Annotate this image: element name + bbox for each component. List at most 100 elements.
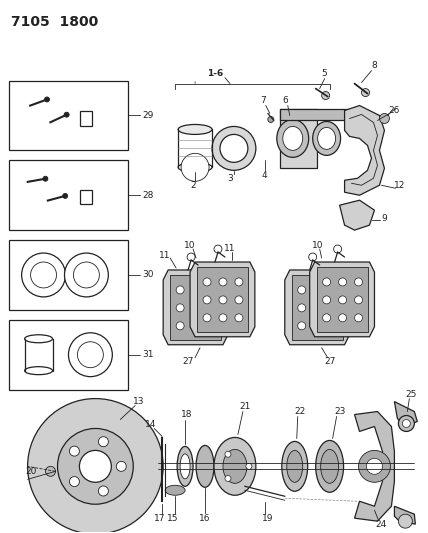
Text: 2: 2 [190, 181, 196, 190]
Bar [9, 80, 128, 150]
Circle shape [323, 296, 330, 304]
Circle shape [246, 463, 252, 470]
Circle shape [235, 314, 243, 322]
Polygon shape [395, 401, 417, 426]
Circle shape [62, 193, 68, 198]
Text: 3: 3 [227, 174, 233, 183]
Circle shape [74, 262, 99, 288]
Text: 11: 11 [159, 251, 171, 260]
Text: 14: 14 [145, 420, 156, 429]
Circle shape [220, 134, 248, 163]
Circle shape [339, 314, 347, 322]
Ellipse shape [178, 163, 212, 172]
Polygon shape [310, 262, 374, 337]
Circle shape [203, 296, 211, 304]
Text: 20: 20 [25, 467, 36, 476]
Circle shape [22, 253, 65, 297]
Bar [80, 110, 92, 126]
Circle shape [323, 278, 330, 286]
Ellipse shape [321, 449, 339, 483]
Circle shape [235, 278, 243, 286]
Polygon shape [339, 200, 374, 230]
Text: 11: 11 [224, 244, 236, 253]
Circle shape [208, 304, 216, 312]
Text: 15: 15 [167, 514, 179, 523]
Circle shape [57, 429, 133, 504]
Bar [280, 109, 350, 120]
Ellipse shape [277, 119, 309, 157]
Text: 18: 18 [181, 410, 193, 419]
Circle shape [208, 286, 216, 294]
Circle shape [225, 451, 231, 457]
Circle shape [69, 446, 80, 456]
Circle shape [192, 322, 200, 330]
Circle shape [398, 514, 412, 528]
Ellipse shape [25, 335, 53, 343]
Ellipse shape [178, 125, 212, 134]
Circle shape [354, 278, 363, 286]
Circle shape [362, 88, 369, 96]
Circle shape [181, 154, 209, 181]
Ellipse shape [165, 485, 185, 495]
Circle shape [187, 253, 195, 261]
Text: 25: 25 [406, 390, 417, 399]
Text: 22: 22 [294, 407, 305, 416]
Ellipse shape [180, 454, 190, 479]
Circle shape [339, 278, 347, 286]
Text: 4: 4 [262, 171, 268, 180]
Circle shape [298, 322, 306, 330]
Polygon shape [170, 275, 221, 340]
Text: 16: 16 [199, 514, 211, 523]
Circle shape [322, 92, 330, 100]
Polygon shape [395, 506, 415, 524]
Text: 7105  1800: 7105 1800 [11, 15, 98, 29]
Circle shape [68, 333, 112, 377]
Circle shape [203, 278, 211, 286]
Circle shape [219, 296, 227, 304]
Polygon shape [190, 262, 255, 337]
Bar [80, 190, 92, 204]
Circle shape [330, 322, 338, 330]
Polygon shape [285, 270, 350, 345]
Text: 29: 29 [143, 111, 154, 120]
Text: 9: 9 [382, 214, 387, 223]
Circle shape [380, 114, 389, 124]
Circle shape [366, 458, 383, 474]
Text: 17: 17 [155, 514, 166, 523]
Ellipse shape [313, 122, 341, 155]
Circle shape [339, 296, 347, 304]
Circle shape [45, 97, 50, 102]
Circle shape [176, 304, 184, 312]
Circle shape [235, 296, 243, 304]
Circle shape [192, 286, 200, 294]
Ellipse shape [223, 449, 247, 483]
Polygon shape [292, 275, 342, 340]
Circle shape [398, 416, 414, 431]
Ellipse shape [318, 127, 336, 149]
Circle shape [268, 117, 274, 123]
Circle shape [98, 486, 108, 496]
Circle shape [333, 245, 342, 253]
Ellipse shape [287, 450, 303, 482]
Text: 21: 21 [239, 402, 250, 411]
Text: 10: 10 [312, 240, 324, 249]
Circle shape [176, 322, 184, 330]
Circle shape [77, 342, 103, 368]
Text: 12: 12 [394, 181, 405, 190]
Text: 13: 13 [133, 397, 144, 406]
Circle shape [309, 253, 317, 261]
Circle shape [192, 304, 200, 312]
Ellipse shape [214, 438, 256, 495]
Ellipse shape [283, 126, 303, 150]
Text: 19: 19 [262, 514, 273, 523]
Circle shape [314, 286, 322, 294]
Text: 30: 30 [143, 270, 154, 279]
Text: 7: 7 [260, 96, 266, 105]
Polygon shape [354, 411, 395, 521]
Text: 24: 24 [376, 520, 387, 529]
Circle shape [314, 322, 322, 330]
Circle shape [65, 253, 108, 297]
Polygon shape [317, 267, 368, 332]
Circle shape [28, 399, 163, 533]
Circle shape [43, 176, 48, 181]
